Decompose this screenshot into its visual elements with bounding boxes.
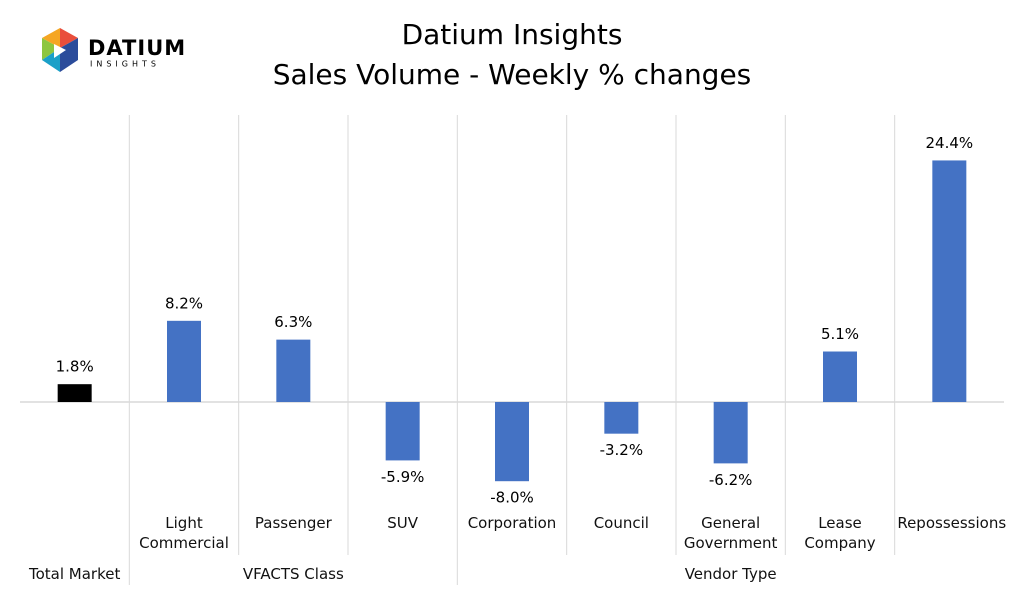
- data-label: -3.2%: [600, 441, 644, 459]
- x-tick-label: Light Commercial: [139, 514, 229, 552]
- x-tick-label: Repossessions: [897, 514, 1007, 532]
- data-label: 1.8%: [56, 358, 94, 376]
- x-tick-label: Corporation: [467, 514, 557, 532]
- data-label: -5.9%: [381, 468, 425, 486]
- bar: [57, 384, 92, 402]
- data-label: 6.3%: [274, 313, 312, 331]
- x-tick-label: Lease Company: [804, 514, 876, 552]
- logo-tagline: INSIGHTS: [90, 60, 160, 69]
- chart-title: Datium Insights: [402, 18, 623, 51]
- bar: [276, 339, 311, 402]
- bar: [495, 402, 529, 482]
- x-tick-label: Council: [593, 514, 649, 532]
- bar: [604, 402, 639, 434]
- bar: [932, 160, 967, 402]
- logo-name: DATIUM: [88, 36, 186, 60]
- bar: [823, 351, 857, 402]
- data-label: -6.2%: [709, 471, 753, 489]
- data-label: -8.0%: [490, 489, 534, 507]
- bar: [167, 320, 201, 402]
- group-label: Vendor Type: [684, 565, 777, 583]
- data-label: 8.2%: [165, 294, 203, 312]
- group-label: Total Market: [28, 565, 121, 583]
- x-tick-label: SUV: [387, 514, 419, 532]
- logo-icon: [42, 28, 78, 72]
- data-label: 24.4%: [926, 134, 974, 152]
- data-label: 5.1%: [821, 325, 859, 343]
- x-tick-label: Passenger: [254, 514, 332, 532]
- bar: [385, 402, 420, 461]
- chart-subtitle: Sales Volume - Weekly % changes: [273, 58, 752, 91]
- x-tick-label: General Government: [683, 514, 778, 552]
- group-label: VFACTS Class: [242, 565, 344, 583]
- bar: [713, 402, 748, 464]
